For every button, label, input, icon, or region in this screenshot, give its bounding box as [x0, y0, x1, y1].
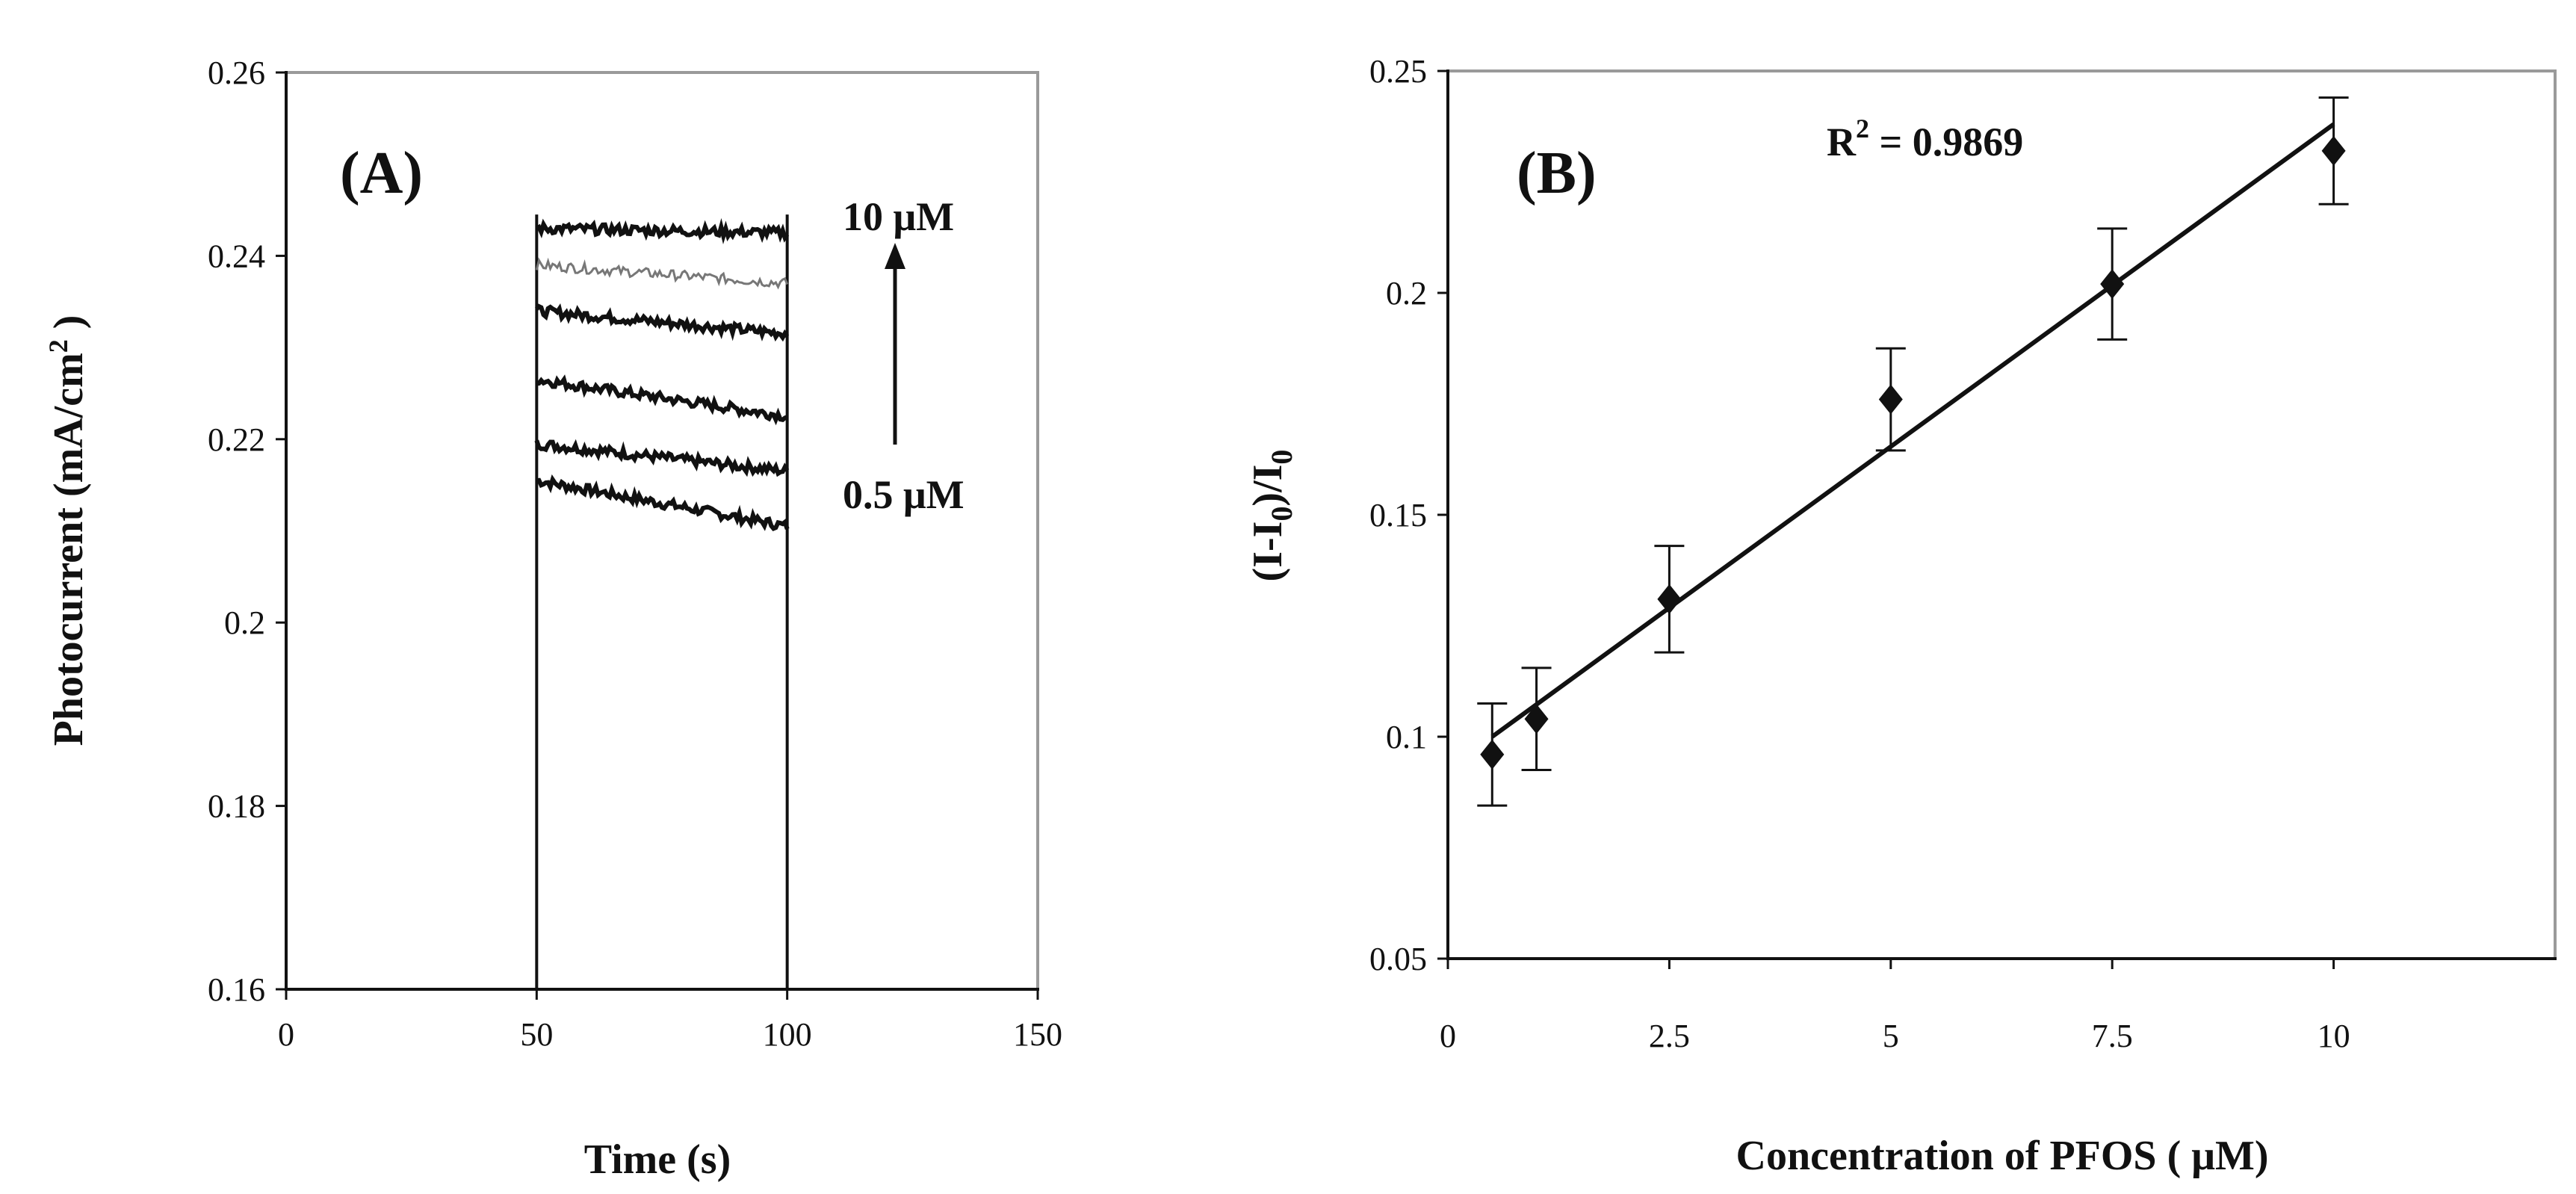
photocurrent-trace — [535, 257, 789, 290]
panel-b-y-tick-label: 0.25 — [1369, 53, 1427, 90]
increase-arrow — [885, 243, 905, 445]
photocurrent-trace — [536, 374, 788, 426]
panel-b-y-ticks: 0.05 0.1 0.15 0.2 0.25 — [1369, 53, 1448, 977]
panel-b-x-tick-label: 10 — [2318, 1018, 2350, 1054]
linear-fit-line — [1490, 122, 2335, 739]
panel-a-y-axis-title-superscript: 2 — [43, 339, 73, 353]
panel-b-x-tick-label: 7.5 — [2092, 1018, 2133, 1054]
panel-a-y-tick-label: 0.22 — [208, 421, 265, 458]
panel-b: 0.05 0.1 0.15 0.2 0.25 0 2.5 5 7.5 10 (B) R2 = 0… — [1245, 53, 2557, 1179]
data-point-marker — [1657, 584, 1682, 614]
panel-b-fit-line-group — [1490, 122, 2335, 739]
panel-b-x-axis-title: Concentration of PFOS ( μM) — [1736, 1133, 2269, 1179]
panel-a-y-tick-label: 0.18 — [208, 788, 265, 825]
panel-a-y-tick-label: 0.16 — [208, 971, 265, 1008]
panel-a-x-ticks: 0 50 100 150 — [278, 989, 1062, 1053]
panel-a-y-axis-title-main: Photocurrent (mA/cm — [46, 353, 92, 746]
photocurrent-trace — [536, 474, 790, 532]
panel-b-y-tick-label: 0.1 — [1386, 719, 1427, 755]
r-squared-superscript: 2 — [1856, 114, 1869, 143]
r-squared-value: = 0.9869 — [1869, 120, 2023, 164]
panel-b-x-ticks: 0 2.5 5 7.5 10 — [1440, 959, 2350, 1054]
r-squared-annotation: R2 = 0.9869 — [1827, 114, 2023, 164]
panel-a-y-axis-title-close: ) — [46, 315, 92, 340]
panel-a: 0.16 0.18 0.2 0.22 0.24 0.26 0 50 100 150 (A) 10… — [43, 55, 1062, 1183]
panel-a-label: (A) — [340, 140, 423, 206]
data-point-marker — [1524, 704, 1549, 734]
data-point-marker — [2321, 135, 2346, 166]
panel-b-data-points — [1477, 96, 2349, 807]
panel-a-y-tick-label: 0.26 — [208, 55, 265, 91]
panel-b-x-tick-label: 0 — [1440, 1018, 1456, 1054]
panel-a-x-tick-label: 50 — [520, 1016, 553, 1053]
panel-b-y-tick-label: 0.15 — [1369, 497, 1427, 533]
panel-a-x-tick-label: 0 — [278, 1016, 294, 1053]
photocurrent-trace — [534, 439, 790, 477]
panel-a-x-tick-label: 100 — [763, 1016, 812, 1053]
panel-a-y-axis-title: Photocurrent (mA/cm2 ) — [43, 315, 92, 746]
panel-b-y-tick-label: 0.05 — [1369, 941, 1427, 977]
panel-b-x-tick-label: 2.5 — [1649, 1018, 1690, 1054]
panel-b-x-tick-label: 5 — [1883, 1018, 1899, 1054]
photocurrent-trace — [535, 303, 790, 342]
panel-a-y-tick-label: 0.24 — [208, 238, 265, 274]
panel-a-x-tick-label: 150 — [1013, 1016, 1062, 1053]
data-point-marker — [1480, 739, 1505, 770]
panel-a-x-axis-title: Time (s) — [584, 1136, 731, 1183]
panel-a-y-tick-label: 0.2 — [224, 604, 265, 641]
panel-b-plot-frame — [1446, 69, 2557, 960]
data-point-marker — [2100, 269, 2125, 300]
panel-b-y-tick-label: 0.2 — [1386, 275, 1427, 312]
data-point-marker — [1878, 384, 1903, 415]
annotation-bottom-concentration: 0.5 μM — [843, 472, 965, 517]
panel-a-traces — [534, 214, 790, 989]
annotation-top-concentration: 10 μM — [843, 194, 954, 239]
panel-a-y-ticks: 0.16 0.18 0.2 0.22 0.24 0.26 — [208, 55, 286, 1008]
r-squared-symbol: R — [1827, 120, 1857, 164]
photocurrent-trace — [535, 217, 790, 244]
panel-b-y-axis-title: (I-I0)/I0 — [1245, 450, 1298, 582]
panel-b-label: (B) — [1517, 140, 1597, 206]
